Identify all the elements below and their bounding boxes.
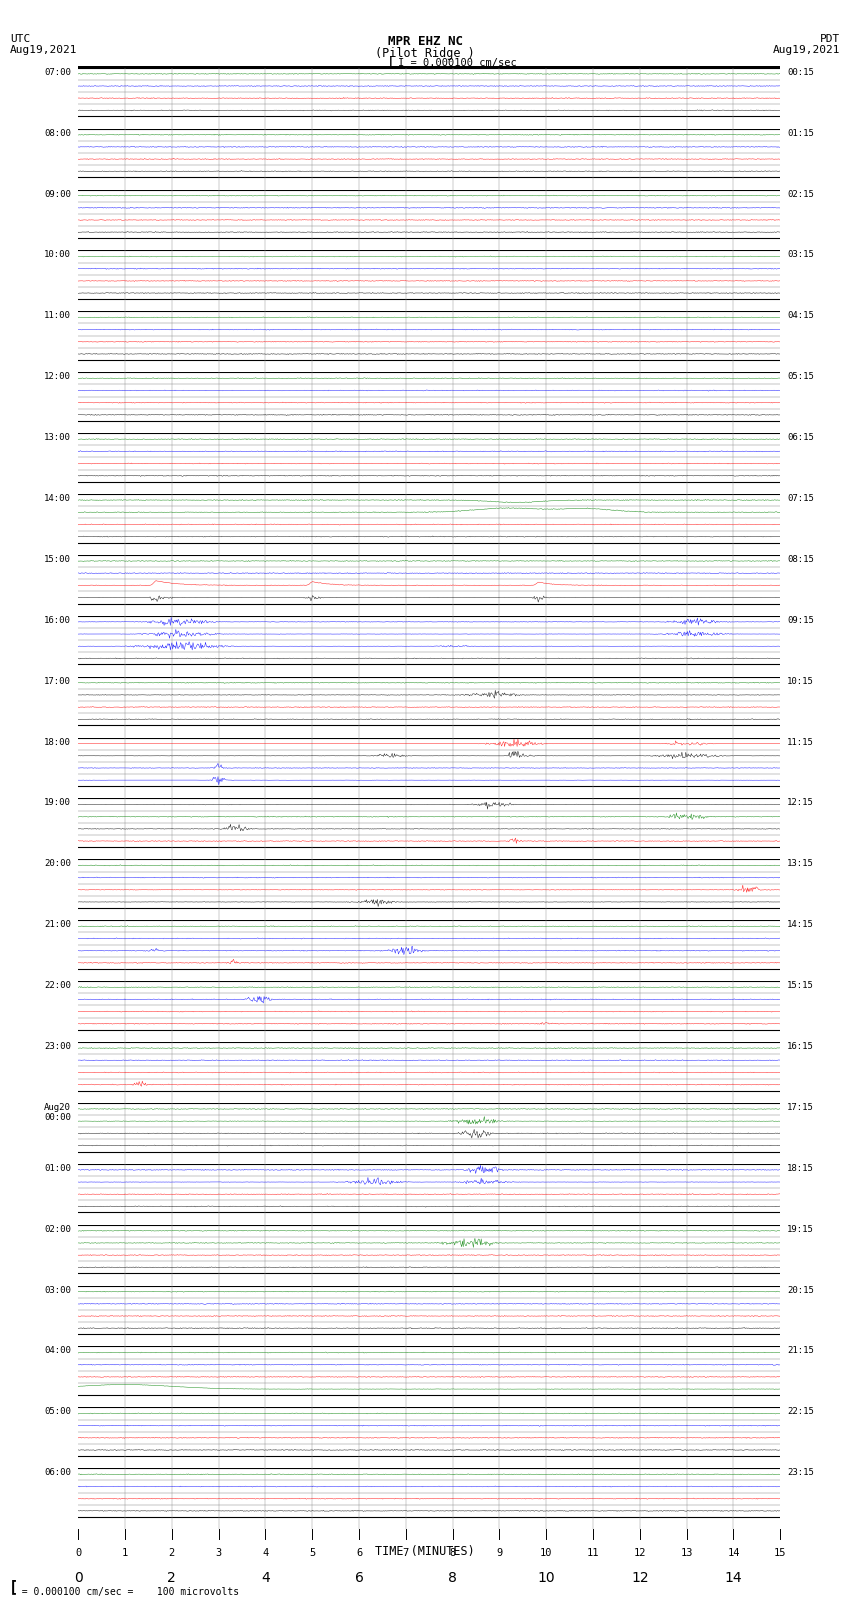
Text: 01:15: 01:15 (787, 129, 814, 137)
Text: 04:00: 04:00 (44, 1347, 71, 1355)
Text: 7: 7 (403, 1548, 409, 1558)
Text: 2: 2 (168, 1548, 175, 1558)
Text: 21:00: 21:00 (44, 919, 71, 929)
Text: 08:00: 08:00 (44, 129, 71, 137)
Text: 3: 3 (216, 1548, 222, 1558)
Text: TIME (MINUTES): TIME (MINUTES) (375, 1545, 475, 1558)
Text: UTC: UTC (10, 34, 31, 44)
Text: 22:00: 22:00 (44, 981, 71, 990)
Text: 1: 1 (122, 1548, 128, 1558)
Text: 14:15: 14:15 (787, 919, 814, 929)
Text: |: | (388, 56, 394, 69)
Text: 00:15: 00:15 (787, 68, 814, 77)
Text: 13:00: 13:00 (44, 434, 71, 442)
Text: 08:15: 08:15 (787, 555, 814, 565)
Text: 12:00: 12:00 (44, 373, 71, 381)
Text: 03:00: 03:00 (44, 1286, 71, 1295)
Text: Aug20
00:00: Aug20 00:00 (44, 1103, 71, 1123)
Text: 09:15: 09:15 (787, 616, 814, 624)
Text: 0: 0 (75, 1548, 82, 1558)
Text: 02:15: 02:15 (787, 190, 814, 198)
Text: 09:00: 09:00 (44, 190, 71, 198)
Text: 07:15: 07:15 (787, 494, 814, 503)
Text: I = 0.000100 cm/sec: I = 0.000100 cm/sec (398, 58, 517, 68)
Text: 18:00: 18:00 (44, 737, 71, 747)
Text: 20:00: 20:00 (44, 860, 71, 868)
Text: 20:15: 20:15 (787, 1286, 814, 1295)
Text: 07:00: 07:00 (44, 68, 71, 77)
Text: 17:15: 17:15 (787, 1103, 814, 1111)
Text: Aug19,2021: Aug19,2021 (10, 45, 77, 55)
Text: 21:15: 21:15 (787, 1347, 814, 1355)
Text: (Pilot Ridge ): (Pilot Ridge ) (375, 47, 475, 60)
Text: 6: 6 (356, 1548, 362, 1558)
Text: [: [ (8, 1579, 18, 1594)
Text: 17:00: 17:00 (44, 677, 71, 686)
Text: 13: 13 (681, 1548, 693, 1558)
Text: 04:15: 04:15 (787, 311, 814, 321)
Text: 10: 10 (540, 1548, 552, 1558)
Text: 23:15: 23:15 (787, 1468, 814, 1478)
Text: 22:15: 22:15 (787, 1407, 814, 1416)
Text: = 0.000100 cm/sec =    100 microvolts: = 0.000100 cm/sec = 100 microvolts (10, 1587, 240, 1597)
Text: 19:15: 19:15 (787, 1224, 814, 1234)
Text: 14: 14 (728, 1548, 740, 1558)
Text: PDT: PDT (819, 34, 840, 44)
Text: 4: 4 (263, 1548, 269, 1558)
Text: 03:15: 03:15 (787, 250, 814, 260)
Text: 16:15: 16:15 (787, 1042, 814, 1052)
Text: 11: 11 (586, 1548, 599, 1558)
Text: 10:00: 10:00 (44, 250, 71, 260)
Text: 8: 8 (450, 1548, 456, 1558)
Text: Aug19,2021: Aug19,2021 (773, 45, 840, 55)
Text: 10:15: 10:15 (787, 677, 814, 686)
Text: 12: 12 (633, 1548, 646, 1558)
Text: MPR EHZ NC: MPR EHZ NC (388, 35, 462, 48)
Text: 16:00: 16:00 (44, 616, 71, 624)
Text: 19:00: 19:00 (44, 798, 71, 808)
Text: 15:15: 15:15 (787, 981, 814, 990)
Text: 02:00: 02:00 (44, 1224, 71, 1234)
Text: 11:00: 11:00 (44, 311, 71, 321)
Text: 9: 9 (496, 1548, 502, 1558)
Text: 06:15: 06:15 (787, 434, 814, 442)
Text: 18:15: 18:15 (787, 1165, 814, 1173)
Text: 5: 5 (309, 1548, 315, 1558)
Text: 13:15: 13:15 (787, 860, 814, 868)
Text: 12:15: 12:15 (787, 798, 814, 808)
Text: 05:00: 05:00 (44, 1407, 71, 1416)
Text: 11:15: 11:15 (787, 737, 814, 747)
Text: 05:15: 05:15 (787, 373, 814, 381)
Text: 01:00: 01:00 (44, 1165, 71, 1173)
Text: 15: 15 (774, 1548, 786, 1558)
Text: 15:00: 15:00 (44, 555, 71, 565)
Text: 23:00: 23:00 (44, 1042, 71, 1052)
Text: 14:00: 14:00 (44, 494, 71, 503)
Text: 06:00: 06:00 (44, 1468, 71, 1478)
